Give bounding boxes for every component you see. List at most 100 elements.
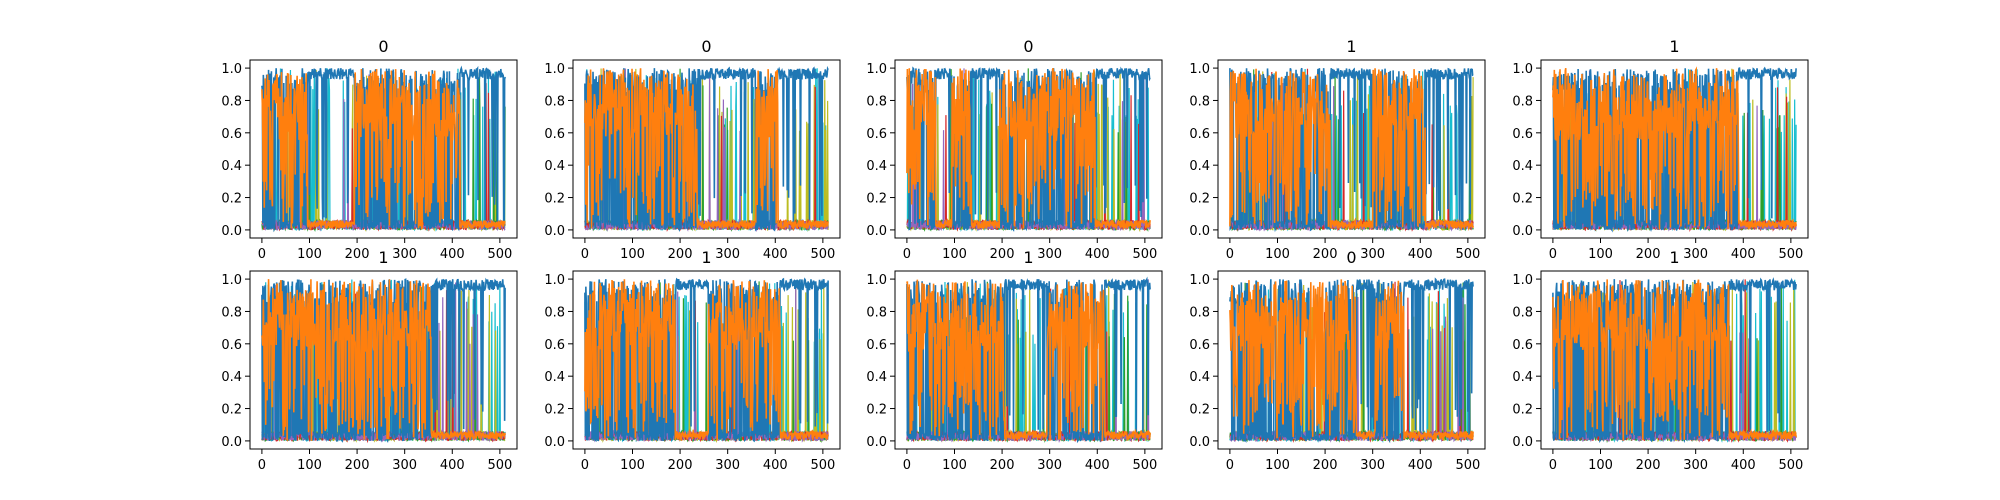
x-tick-label: 100 — [620, 247, 645, 262]
plot-area — [1229, 67, 1474, 233]
axes-frame — [1217, 270, 1486, 450]
x-tick-label: 200 — [1313, 247, 1338, 262]
plot-area — [584, 65, 829, 233]
subplot-title: 0 — [701, 37, 711, 56]
y-tick-label: 0.8 — [1512, 305, 1533, 320]
y-tick-label: 0.8 — [1189, 305, 1210, 320]
axes-frame — [894, 270, 1163, 450]
subplot-title: 1 — [1669, 37, 1679, 56]
x-tick-label: 100 — [942, 458, 967, 473]
x-tick-label: 0 — [1226, 247, 1234, 262]
subplot-9: 0 100 200 300 400 500 0.0 0.2 0.4 0.6 0.8 1.0 0 — [1189, 248, 1486, 473]
y-tick-label: 0.2 — [1189, 403, 1210, 418]
x-tick-label: 500 — [810, 458, 835, 473]
y-tick-label: 0.0 — [1512, 224, 1533, 239]
series-blue — [1552, 277, 1797, 444]
y-tick-label: 0.0 — [221, 435, 242, 450]
y-tick-label: 1.0 — [221, 62, 242, 77]
y-tick-label: 0.6 — [1189, 338, 1210, 353]
x-tick-label: 400 — [440, 247, 465, 262]
subplot-7: 0 100 200 300 400 500 0.0 0.2 0.4 0.6 0.8 1.0 1 — [544, 248, 841, 473]
y-tick-label: 0.4 — [1189, 370, 1210, 385]
x-tick-label: 500 — [487, 247, 512, 262]
y-tick-label: 0.4 — [221, 370, 242, 385]
x-tick-label: 0 — [581, 247, 589, 262]
y-tick-label: 0.0 — [1189, 435, 1210, 450]
plot-area — [261, 65, 506, 233]
x-tick-label: 400 — [1408, 458, 1433, 473]
x-tick-label: 500 — [1778, 458, 1803, 473]
x-tick-label: 500 — [487, 458, 512, 473]
subplot-5: 0 100 200 300 400 500 0.0 0.2 0.4 0.6 0.8 1.0 1 — [1512, 37, 1809, 262]
axes-frame — [1540, 59, 1809, 239]
y-tick-label: 1.0 — [1189, 273, 1210, 288]
series-orange — [906, 279, 1151, 443]
series-blue — [261, 277, 506, 444]
y-tick-label: 0.2 — [1512, 403, 1533, 418]
plot-area — [1552, 277, 1797, 444]
plot-area — [584, 277, 829, 443]
y-tick-label: 0.6 — [221, 127, 242, 142]
plot-area — [261, 277, 506, 444]
y-tick-label: 1.0 — [221, 273, 242, 288]
subplot-title: 1 — [378, 248, 388, 267]
y-tick-label: 0.2 — [866, 192, 887, 207]
series-orange — [906, 68, 1151, 231]
series-orange — [584, 68, 829, 231]
x-tick-label: 400 — [763, 247, 788, 262]
subplot-title: 1 — [1669, 248, 1679, 267]
x-tick-label: 0 — [1226, 458, 1234, 473]
x-tick-label: 400 — [763, 458, 788, 473]
x-tick-label: 0 — [903, 458, 911, 473]
y-tick-label: 0.6 — [221, 338, 242, 353]
x-tick-label: 300 — [1037, 458, 1062, 473]
y-tick-label: 1.0 — [544, 62, 565, 77]
subplot-10: 0 100 200 300 400 500 0.0 0.2 0.4 0.6 0.8 1.0 1 — [1512, 248, 1809, 473]
subplot-2: 0 100 200 300 400 500 0.0 0.2 0.4 0.6 0.8 1.0 0 — [544, 37, 841, 262]
y-tick-label: 0.6 — [1512, 127, 1533, 142]
series-orange — [261, 279, 506, 442]
y-tick-label: 0.0 — [544, 435, 565, 450]
y-tick-label: 0.0 — [866, 435, 887, 450]
y-tick-label: 0.8 — [866, 305, 887, 320]
series-orange — [1229, 68, 1474, 232]
x-tick-label: 200 — [1636, 247, 1661, 262]
y-tick-label: 0.2 — [544, 192, 565, 207]
subplot-4: 0 100 200 300 400 500 0.0 0.2 0.4 0.6 0.8 1.0 1 — [1189, 37, 1486, 262]
y-tick-label: 1.0 — [1189, 62, 1210, 77]
y-tick-label: 0.4 — [866, 159, 887, 174]
plot-area — [1229, 277, 1474, 444]
y-tick-label: 0.2 — [1189, 192, 1210, 207]
series-orange — [1552, 279, 1797, 442]
series-orange — [1229, 279, 1474, 442]
x-tick-label: 100 — [1588, 458, 1613, 473]
x-tick-label: 0 — [258, 247, 266, 262]
series-blue — [1229, 277, 1474, 444]
y-tick-label: 0.8 — [1512, 94, 1533, 109]
subplot-3: 0 100 200 300 400 500 0.0 0.2 0.4 0.6 0.8 1.0 0 — [866, 37, 1163, 262]
x-tick-label: 200 — [668, 458, 693, 473]
x-tick-label: 200 — [1313, 458, 1338, 473]
y-tick-label: 0.0 — [221, 224, 242, 239]
x-tick-label: 400 — [440, 458, 465, 473]
y-tick-label: 0.4 — [544, 159, 565, 174]
x-tick-label: 500 — [1455, 247, 1480, 262]
series-orange — [584, 279, 829, 442]
subplot-6: 0 100 200 300 400 500 0.0 0.2 0.4 0.6 0.8 1.0 1 — [221, 248, 518, 473]
subplot-8: 0 100 200 300 400 500 0.0 0.2 0.4 0.6 0.8 1.0 1 — [866, 248, 1163, 473]
x-tick-label: 300 — [715, 247, 740, 262]
y-tick-label: 0.2 — [1512, 192, 1533, 207]
y-tick-label: 0.4 — [1512, 159, 1533, 174]
x-tick-label: 300 — [1360, 247, 1385, 262]
y-tick-label: 0.2 — [544, 403, 565, 418]
y-tick-label: 0.2 — [221, 403, 242, 418]
y-tick-label: 0.6 — [866, 127, 887, 142]
subplot-title: 1 — [1023, 248, 1033, 267]
x-tick-label: 100 — [1265, 458, 1290, 473]
y-tick-label: 0.6 — [866, 338, 887, 353]
x-tick-label: 400 — [1408, 247, 1433, 262]
x-tick-label: 500 — [1132, 458, 1157, 473]
x-tick-label: 200 — [990, 247, 1015, 262]
subplot-title: 0 — [378, 37, 388, 56]
series-orange — [261, 68, 506, 232]
